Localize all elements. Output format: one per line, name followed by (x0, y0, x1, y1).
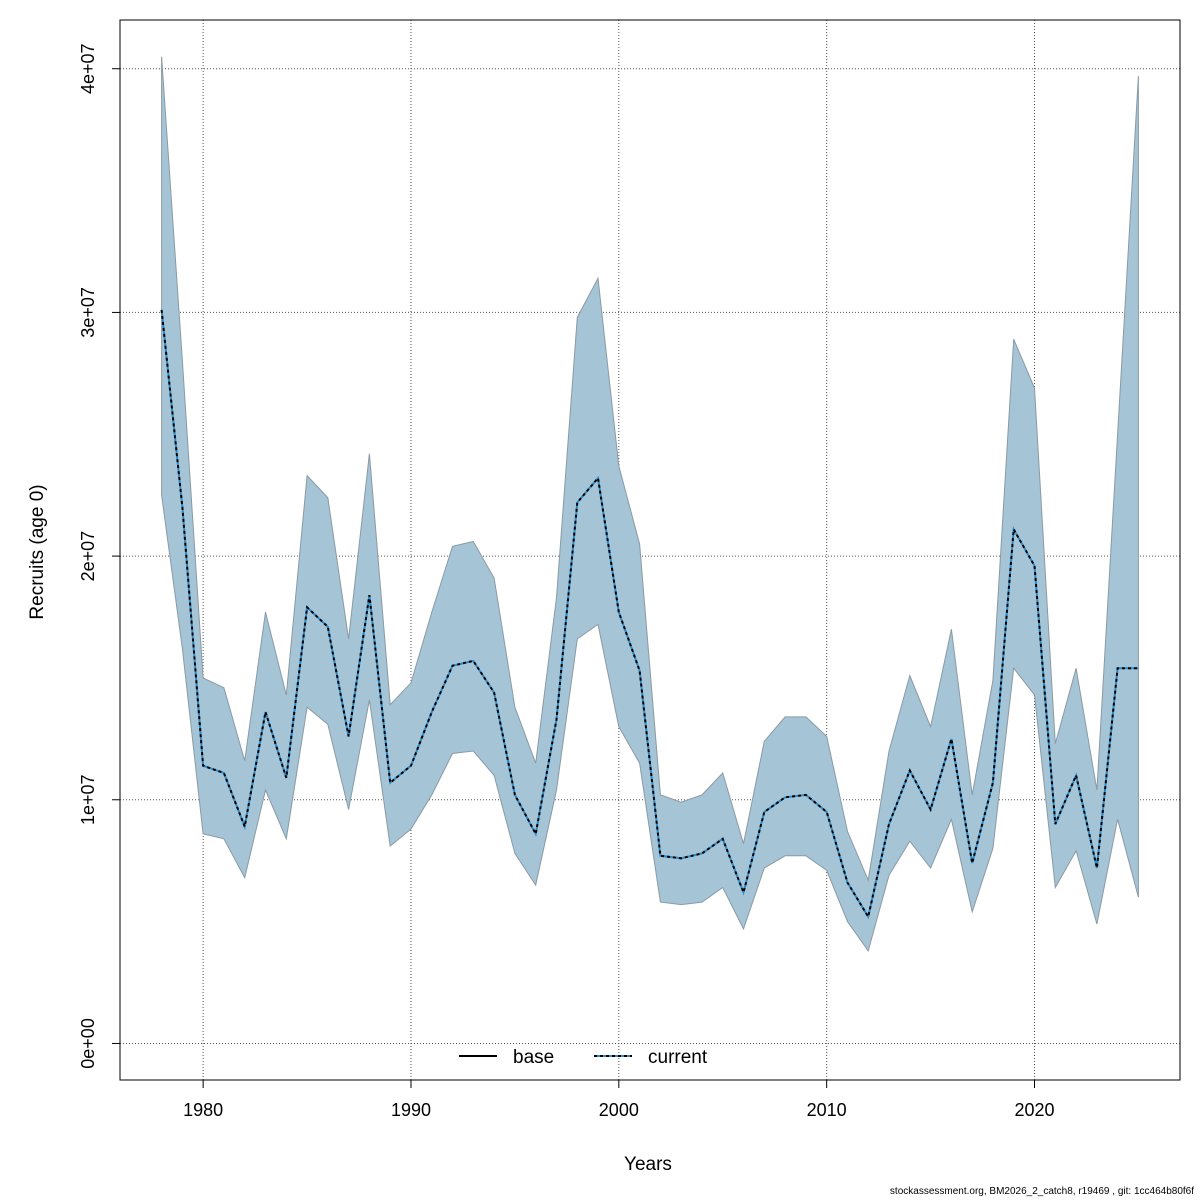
x-tick-label: 1980 (183, 1100, 223, 1120)
y-axis: 0e+00 1e+07 2e+07 3e+07 4e+07 (78, 43, 120, 1069)
y-tick-label: 2e+07 (78, 531, 98, 582)
y-tick-label: 3e+07 (78, 287, 98, 338)
x-tick-label: 2020 (1014, 1100, 1054, 1120)
confidence-band (161, 56, 1139, 953)
legend: base current (459, 1047, 708, 1068)
y-tick-label: 0e+00 (78, 1018, 98, 1069)
footer-note: stockassessment.org, BM2026_2_catch8, r1… (889, 1186, 1194, 1197)
x-axis-label: Years (624, 1154, 672, 1175)
x-tick-label: 2010 (807, 1100, 847, 1120)
y-tick-label: 1e+07 (78, 774, 98, 825)
y-tick-label: 4e+07 (78, 43, 98, 94)
y-axis-label: Recruits (age 0) (27, 484, 48, 619)
x-axis: 1980 1990 2000 2010 2020 (183, 1080, 1055, 1120)
current-line (160, 309, 1139, 920)
legend-current-label: current (648, 1047, 708, 1068)
legend-base-label: base (513, 1047, 554, 1068)
plot-frame (119, 19, 1181, 1081)
x-tick-label: 1990 (391, 1100, 431, 1120)
x-tick-label: 2000 (599, 1100, 639, 1120)
